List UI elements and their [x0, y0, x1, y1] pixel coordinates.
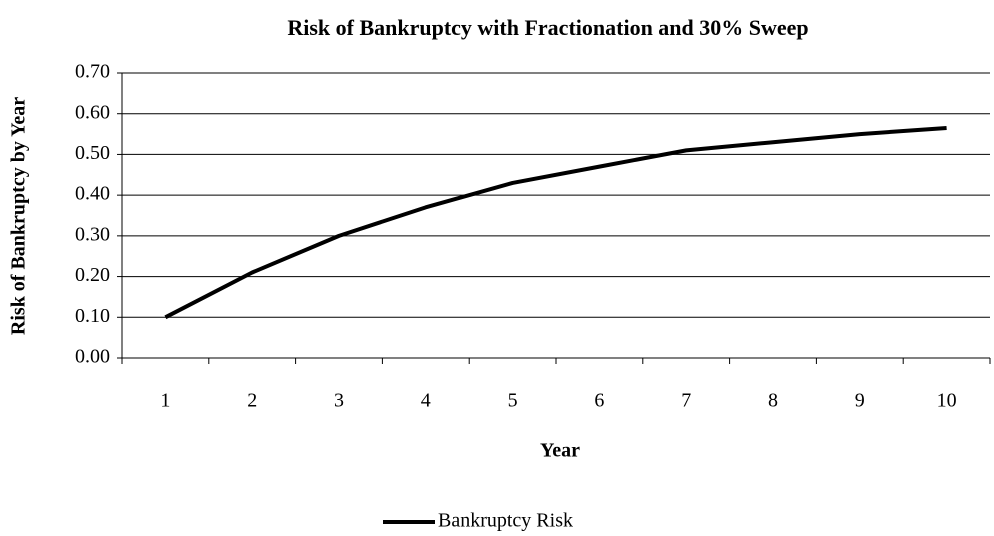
y-tick-label: 0.30: [75, 223, 110, 245]
y-tick-label: 0.00: [75, 346, 110, 368]
x-tick-label: 4: [421, 390, 431, 412]
x-tick-label: 1: [160, 390, 170, 412]
x-tick-label: 3: [334, 390, 344, 412]
x-tick-label: 2: [247, 390, 257, 412]
y-tick-label: 0.40: [75, 183, 110, 205]
x-tick-label: 9: [855, 390, 865, 412]
y-tick-label: 0.70: [75, 61, 110, 83]
chart-title: Risk of Bankruptcy with Fractionation an…: [287, 15, 808, 40]
x-tick-label: 6: [594, 390, 604, 412]
x-axis-label: Year: [540, 440, 580, 462]
y-tick-label: 0.60: [75, 101, 110, 123]
x-tick-label: 7: [681, 390, 691, 412]
y-tick-label: 0.10: [75, 305, 110, 327]
legend-label: Bankruptcy Risk: [438, 510, 573, 532]
x-tick-label: 5: [508, 390, 518, 412]
x-tick-label: 8: [768, 390, 778, 412]
y-tick-label: 0.50: [75, 142, 110, 164]
y-axis-label: Risk of Bankruptcy by Year: [8, 97, 30, 335]
x-tick-label: 10: [937, 390, 957, 412]
data-line: [164, 125, 947, 320]
y-tick-label: 0.20: [75, 264, 110, 286]
